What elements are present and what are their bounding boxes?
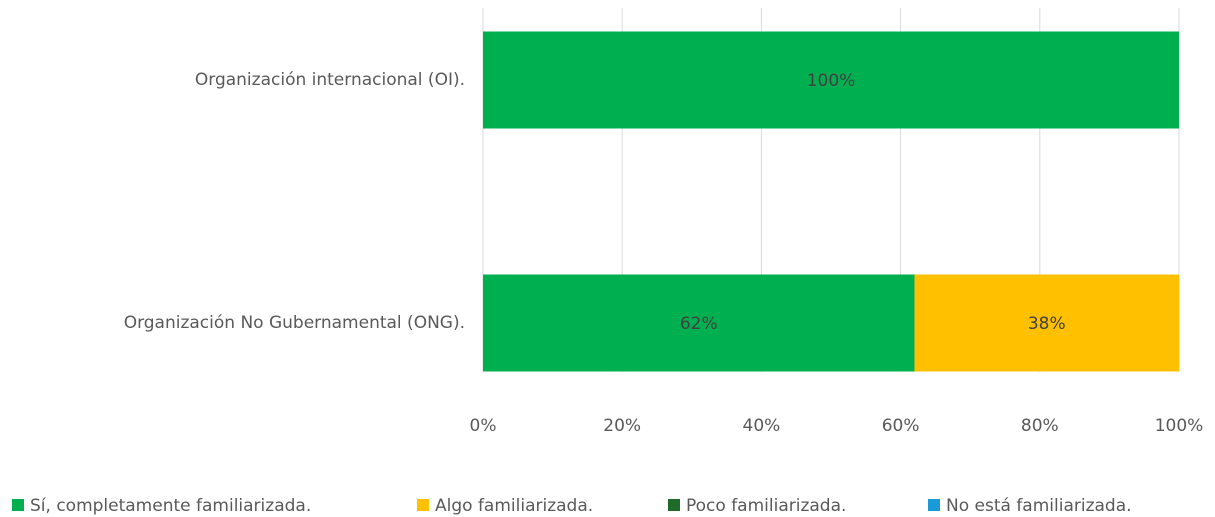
legend-swatch xyxy=(417,499,429,511)
data-label: 38% xyxy=(1028,314,1066,334)
data-label: 62% xyxy=(680,314,718,334)
bar-segment xyxy=(914,274,1179,372)
bar-segment xyxy=(483,274,915,372)
x-tick-label: 60% xyxy=(882,416,920,436)
y-tick-label: Organización No Gubernamental (ONG). xyxy=(124,313,465,333)
x-tick-label: 20% xyxy=(603,416,641,436)
legend-label: Sí, completamente familiarizada. xyxy=(30,496,311,516)
legend-label: Poco familiarizada. xyxy=(686,496,846,516)
x-tick-label: 80% xyxy=(1021,416,1059,436)
x-tick-label: 100% xyxy=(1155,416,1204,436)
legend-swatch xyxy=(928,499,940,511)
legend-swatch xyxy=(12,499,24,511)
x-tick-label: 40% xyxy=(743,416,781,436)
legend-label: Algo familiarizada. xyxy=(435,496,593,516)
data-label: 100% xyxy=(807,71,856,91)
y-tick-label: Organización internacional (OI). xyxy=(195,70,465,90)
x-tick-label: 0% xyxy=(470,416,497,436)
legend-swatch xyxy=(668,499,680,511)
legend-label: No está familiarizada. xyxy=(946,496,1132,516)
bar-segment xyxy=(483,31,1179,129)
